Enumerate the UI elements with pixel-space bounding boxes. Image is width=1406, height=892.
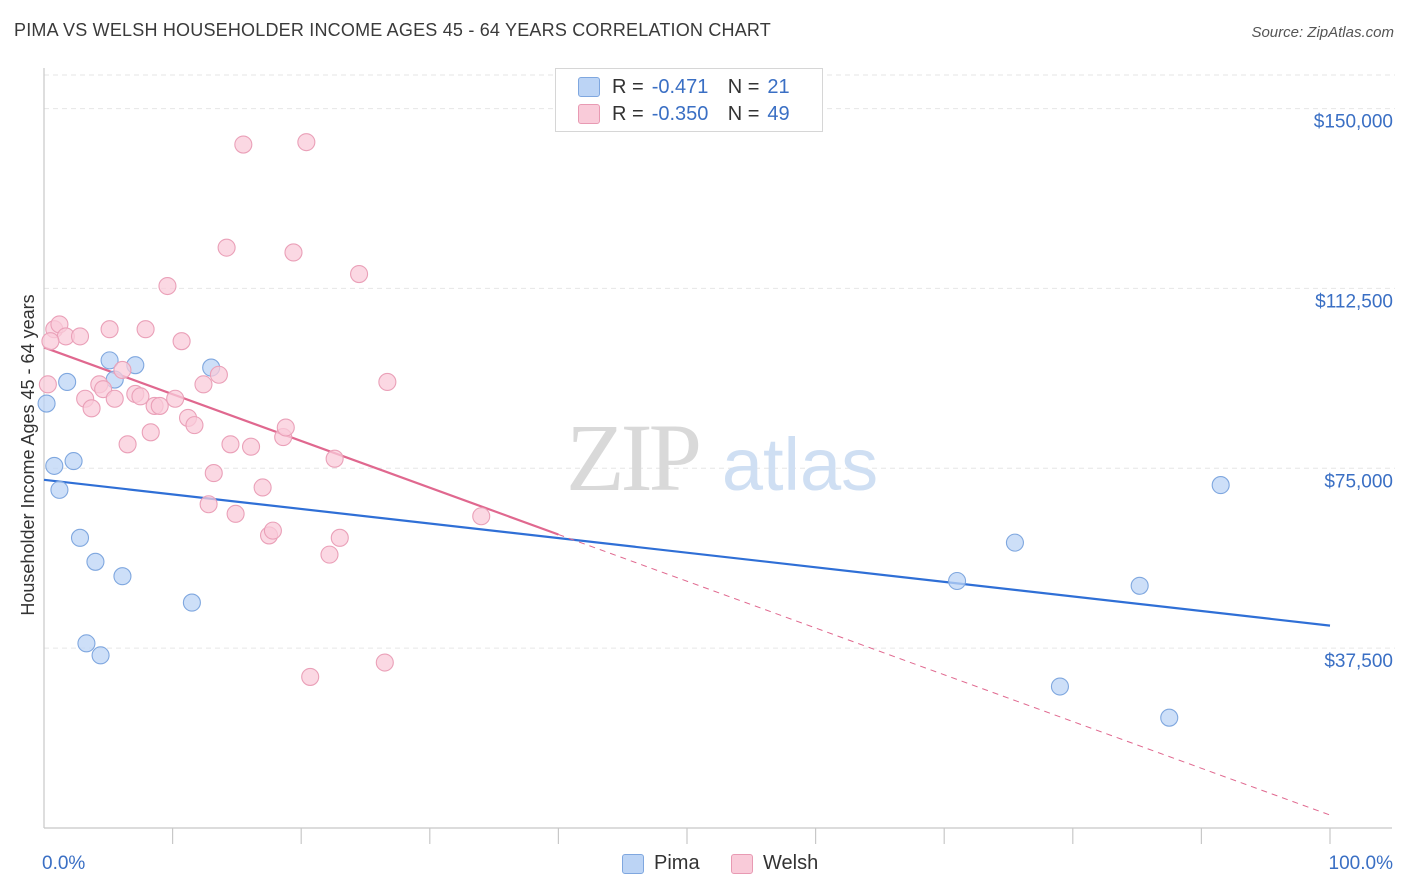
welsh-point bbox=[131, 387, 150, 406]
welsh-point bbox=[217, 238, 236, 257]
welsh-point bbox=[276, 418, 295, 437]
welsh-point bbox=[241, 437, 261, 456]
welsh-point bbox=[150, 396, 169, 415]
welsh-point bbox=[301, 667, 320, 686]
y-tick-label: $75,000 bbox=[1324, 471, 1393, 492]
welsh-point bbox=[158, 276, 177, 296]
welsh-point bbox=[70, 327, 90, 346]
tick-labels: $37,500 $75,000 $112,500 $150,000 0.0% 100.0% bbox=[42, 112, 1393, 874]
grid-lines bbox=[44, 74, 1395, 649]
welsh-point bbox=[82, 399, 101, 418]
welsh-point bbox=[100, 320, 119, 339]
welsh-point bbox=[221, 435, 240, 454]
source-credit: Source: ZipAtlas.com bbox=[1251, 24, 1394, 41]
y-axis-label: Householder Income Ages 45 - 64 years bbox=[18, 294, 38, 615]
welsh-point bbox=[41, 332, 60, 351]
welsh-point bbox=[172, 332, 191, 351]
welsh-point bbox=[263, 521, 282, 540]
welsh-point bbox=[253, 478, 272, 497]
welsh-point bbox=[234, 135, 253, 154]
welsh-point bbox=[297, 133, 316, 152]
welsh-point bbox=[204, 464, 223, 483]
welsh-point bbox=[118, 435, 137, 454]
stats-legend: R = -0.471 N = 21 R = -0.350 N = 49 bbox=[555, 68, 823, 132]
welsh-legend-label: Welsh bbox=[763, 852, 819, 874]
pima-point bbox=[1160, 708, 1179, 727]
watermark: ZIP atlas bbox=[566, 404, 878, 511]
pima-legend-label: Pima bbox=[654, 852, 700, 874]
pima-point bbox=[182, 593, 201, 612]
welsh-trend-line bbox=[43, 346, 559, 536]
welsh-n-label: N = bbox=[727, 102, 760, 125]
welsh-point bbox=[350, 264, 369, 284]
welsh-point bbox=[378, 372, 397, 392]
pima-point bbox=[100, 351, 119, 370]
pima-point bbox=[1050, 677, 1069, 696]
pima-point bbox=[77, 634, 96, 653]
pima-n-value: 21 bbox=[767, 75, 790, 98]
data-points bbox=[37, 133, 1230, 727]
welsh-point bbox=[199, 495, 218, 514]
welsh-point bbox=[209, 365, 228, 384]
x-tick-label-min: 0.0% bbox=[42, 853, 85, 874]
legend-row-pima: R = -0.471 N = 21 bbox=[578, 75, 790, 99]
pima-point bbox=[1005, 533, 1024, 552]
welsh-point bbox=[472, 507, 491, 526]
pima-n-label: N = bbox=[727, 75, 760, 98]
welsh-point bbox=[185, 416, 204, 435]
welsh-point bbox=[284, 243, 303, 262]
welsh-legend-swatch bbox=[731, 853, 753, 874]
pima-trend-line bbox=[43, 478, 1331, 627]
bottom-legend-pima: Pima bbox=[622, 852, 700, 875]
welsh-swatch bbox=[578, 104, 600, 124]
pima-legend-swatch bbox=[622, 853, 644, 874]
pima-point bbox=[45, 456, 64, 475]
legend-row-welsh: R = -0.350 N = 49 bbox=[578, 102, 790, 126]
welsh-point bbox=[105, 389, 124, 408]
welsh-point bbox=[136, 320, 155, 339]
pima-point bbox=[91, 646, 110, 665]
chart-title: PIMA VS WELSH HOUSEHOLDER INCOME AGES 45… bbox=[14, 20, 771, 40]
pima-r-label: R = bbox=[612, 75, 644, 98]
watermark-atlas: atlas bbox=[722, 423, 878, 506]
x-tick-label-max: 100.0% bbox=[1329, 853, 1394, 874]
welsh-point bbox=[166, 389, 185, 408]
pima-point bbox=[1211, 476, 1230, 495]
pima-point bbox=[37, 394, 56, 413]
welsh-trend-extension bbox=[558, 534, 1331, 816]
pima-point bbox=[50, 480, 69, 499]
welsh-point bbox=[194, 375, 213, 394]
pima-point bbox=[86, 552, 105, 571]
pima-point bbox=[70, 528, 90, 547]
welsh-r-value: -0.350 bbox=[651, 102, 709, 125]
watermark-zip: ZIP bbox=[566, 404, 699, 511]
pima-swatch bbox=[578, 77, 600, 97]
pima-point bbox=[113, 567, 132, 586]
pima-point bbox=[948, 571, 967, 591]
welsh-point bbox=[226, 504, 245, 523]
welsh-point bbox=[113, 360, 132, 380]
welsh-point bbox=[320, 545, 339, 564]
welsh-point bbox=[38, 375, 57, 394]
y-tick-label: $150,000 bbox=[1314, 112, 1393, 133]
pima-point bbox=[64, 452, 83, 471]
pima-point bbox=[58, 372, 77, 392]
welsh-point bbox=[330, 528, 349, 547]
y-tick-label: $37,500 bbox=[1324, 651, 1393, 672]
welsh-r-label: R = bbox=[612, 102, 644, 125]
welsh-point bbox=[94, 380, 113, 399]
axes bbox=[43, 68, 1392, 844]
trend-lines bbox=[43, 346, 1331, 816]
welsh-point bbox=[325, 449, 344, 468]
y-tick-label: $112,500 bbox=[1315, 291, 1393, 312]
welsh-n-value: 49 bbox=[767, 102, 790, 125]
welsh-point bbox=[375, 653, 394, 672]
bottom-legend-welsh: Welsh bbox=[731, 852, 818, 875]
pima-r-value: -0.471 bbox=[651, 75, 709, 98]
welsh-point bbox=[141, 423, 160, 442]
pima-point bbox=[1130, 576, 1149, 595]
